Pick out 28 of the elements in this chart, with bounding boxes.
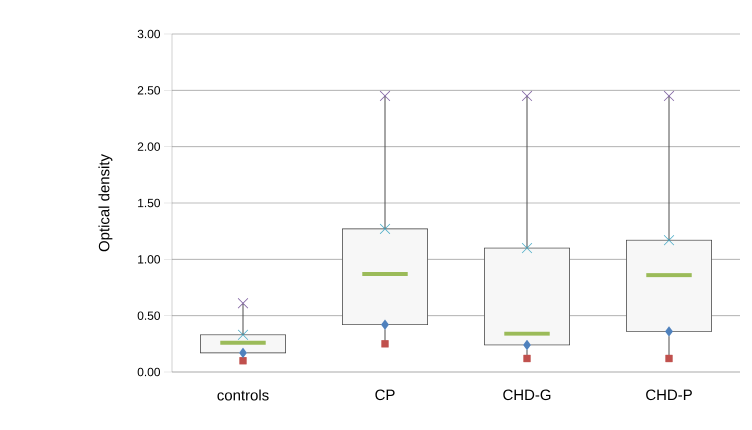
y-tick-label: 2.50 [138,86,160,95]
y-axis-title: Optical density [98,154,112,252]
point [238,298,248,309]
y-tick-label: 0.50 [138,311,160,320]
y-tick-label: 1.50 [138,198,160,208]
x-tick-label: CHD-G [503,390,550,400]
x-tick-label: controls [217,390,269,400]
point [239,357,247,364]
y-tick-label: 0.00 [138,368,160,376]
point [381,340,389,348]
point [380,224,390,234]
x-tick-label: CP [375,390,395,400]
y-tick-label: 1.00 [138,255,160,264]
point [665,326,673,337]
point [380,90,390,102]
point [238,329,248,340]
point [522,90,532,102]
y-tick-label: 2.00 [138,142,160,151]
point [522,242,532,254]
point [523,354,531,362]
x-tick-label: CHD-P [646,390,692,400]
point [665,354,673,362]
point [664,234,674,246]
point [664,90,674,102]
y-tick-label: 3.00 [138,30,160,38]
point [239,348,247,358]
point [523,340,531,350]
point [381,320,389,330]
